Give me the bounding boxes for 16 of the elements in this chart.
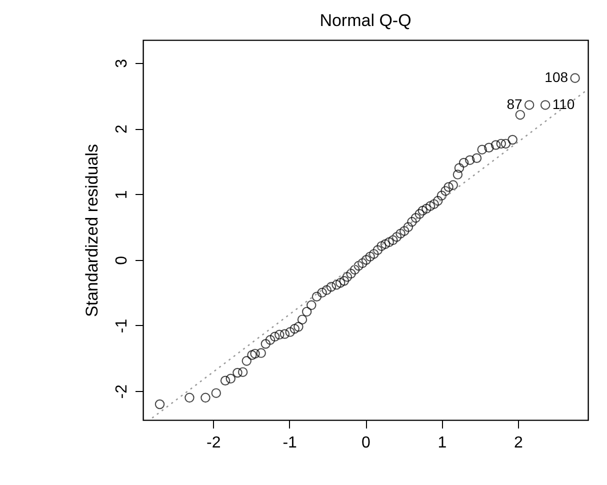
y-tick-label: -2	[114, 384, 130, 399]
y-tick-label: 1	[114, 190, 130, 200]
x-tick-label: -1	[282, 434, 298, 452]
x-tick-label: -2	[206, 434, 221, 452]
x-tick-label: 2	[514, 434, 523, 452]
annotation: 110	[552, 96, 575, 112]
x-tick-label: 0	[362, 434, 371, 452]
annotation: 108	[544, 69, 568, 86]
y-tick-label: 0	[114, 256, 130, 265]
annotation: 87	[506, 96, 523, 112]
y-tick-label: -1	[114, 318, 130, 334]
chart-title: Normal Q-Q	[320, 11, 412, 30]
x-tick-label: 1	[438, 434, 447, 452]
y-tick-label: 3	[114, 58, 130, 68]
y-axis-title: Standardized residuals	[82, 144, 102, 317]
y-tick-label: 2	[114, 124, 130, 134]
